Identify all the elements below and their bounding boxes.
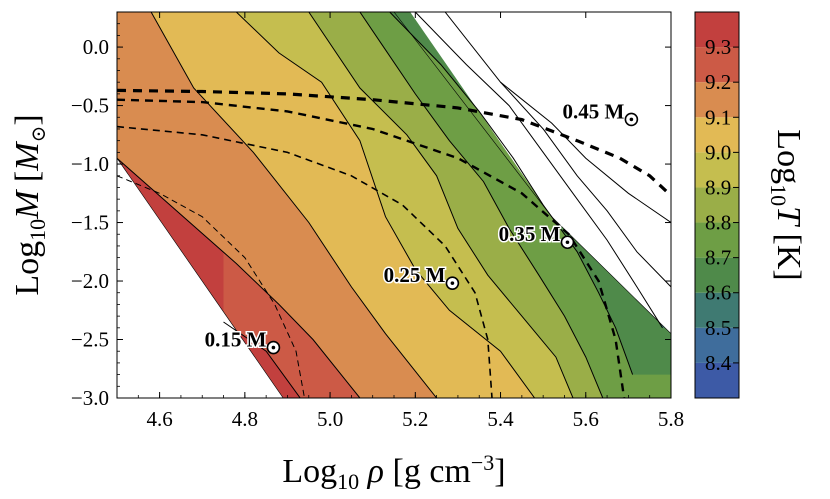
- x-tick-label: 5.6: [573, 407, 599, 431]
- blank-right: [410, 12, 671, 334]
- x-tick-label: 5.4: [487, 407, 514, 431]
- y-tick-label: −2.5: [71, 328, 109, 352]
- colorbar-title: Log10T [K]: [766, 129, 807, 280]
- colorbar-tick-label: 8.5: [705, 316, 731, 340]
- colorbar-swatch-8.7: [695, 222, 739, 258]
- colorbar-swatch-9.2: [695, 47, 739, 83]
- mass-curve-1: [117, 175, 305, 398]
- colorbar-ticks: 8.4 8.5 8.6 8.7 8.8 8.9 9.0 9.1 9.2 9.3: [705, 35, 739, 375]
- y-axis-ticks: 0.0 −0.5 −1.0 −1.5 −2.0 −2.5 −3.0: [71, 11, 671, 410]
- contour-line-9.1: [150, 12, 437, 398]
- mass-label-4: 0.45 M: [563, 99, 625, 123]
- x-tick-label: 5.2: [402, 407, 428, 431]
- mass-curve-3: [117, 98, 626, 398]
- sun-symbol-dot: [450, 281, 455, 285]
- x-axis-ticks: 4.6 4.8 5.0 5.2 5.4 5.6 5.8: [116, 12, 684, 431]
- mass-curve-2: [117, 125, 493, 398]
- contour-line-8.9: [308, 12, 574, 398]
- colorbar: [694, 11, 740, 399]
- mass-label-1: 0.15 M: [205, 328, 267, 352]
- colorbar-tick-label: 9.1: [705, 105, 731, 129]
- colorbar-tick-label: 8.8: [705, 211, 731, 235]
- region-edge-left: [117, 158, 284, 398]
- sun-symbol-dot: [565, 240, 570, 245]
- y-tick-label: −1.5: [71, 211, 109, 235]
- colorbar-swatch-8.3: [695, 362, 739, 398]
- mass-curve-4: [117, 88, 671, 197]
- y-axis-title: Log10M [M⊙]: [9, 114, 50, 295]
- mass-curves: [117, 88, 671, 398]
- x-tick-label: 4.8: [232, 407, 258, 431]
- y-tick-label: 0.0: [83, 35, 109, 59]
- sun-symbol-dot: [629, 117, 634, 122]
- colorbar-swatch-8.5: [695, 292, 739, 328]
- contour-lines: [117, 12, 671, 398]
- colorbar-swatch-9.1: [695, 82, 739, 118]
- mass-annotations: 0.15 M 0.25 M 0.35 M 0.45 M: [203, 98, 639, 355]
- x-axis-title: Log10 ρ [g cm−3]: [282, 450, 505, 494]
- contour-line-8.6: [414, 12, 663, 329]
- colorbar-tick-label: 9.3: [705, 35, 731, 59]
- colorbar-swatch-9: [695, 117, 739, 153]
- y-tick-label: −0.5: [71, 94, 109, 118]
- y-tick-label: −1.0: [71, 152, 109, 176]
- colorbar-tick-label: 9.0: [705, 140, 731, 164]
- y-tick-label: −2.0: [71, 269, 109, 293]
- contour-line-8.4: [500, 81, 671, 223]
- x-tick-label: 4.6: [146, 407, 172, 431]
- colorbar-swatch-8.8: [695, 187, 739, 223]
- colorbar-tick-label: 9.2: [705, 70, 731, 94]
- x-tick-label: 5.0: [317, 407, 343, 431]
- contour-line-9.3: [223, 321, 301, 398]
- colorbar-swatch-8.6: [695, 257, 739, 293]
- colorbar-tick-label: 8.4: [705, 351, 732, 375]
- contour-line-9.2: [117, 157, 361, 398]
- colorbar-tick-label: 8.9: [705, 175, 731, 199]
- mass-label-3: 0.35 M: [499, 222, 561, 246]
- colorbar-tick-label: 8.7: [705, 246, 731, 270]
- contour-line-9: [235, 12, 536, 398]
- contour-line-8.8: [359, 12, 604, 398]
- y-tick-label: −3.0: [71, 386, 109, 410]
- colorbar-frame: [694, 11, 740, 399]
- sun-symbol-dot: [271, 345, 276, 350]
- mass-label-2: 0.25 M: [384, 263, 446, 287]
- region-edge-right: [393, 12, 671, 334]
- colorbar-swatch-8.4: [695, 327, 739, 363]
- colorbar-swatch-9.3: [695, 12, 739, 48]
- colorbar-tick-label: 8.6: [705, 281, 731, 305]
- x-tick-label: 5.8: [658, 407, 684, 431]
- colorbar-swatch-8.9: [695, 152, 739, 188]
